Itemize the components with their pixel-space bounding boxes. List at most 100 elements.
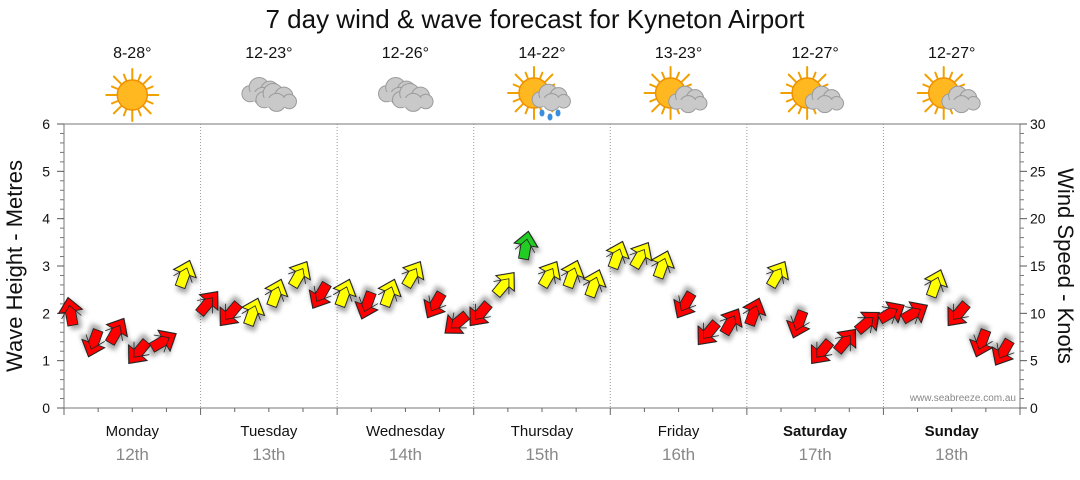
sun-ray xyxy=(514,103,524,113)
wind-arrow-chevron xyxy=(969,334,993,358)
wind-arrow xyxy=(719,308,743,337)
wind-arrow xyxy=(853,311,880,336)
sun-ray xyxy=(110,85,119,90)
sun-ray xyxy=(512,98,521,103)
wind-arrow-shape xyxy=(148,329,177,353)
day-name-label: Saturday xyxy=(783,423,848,440)
day-date-label: 15th xyxy=(525,445,558,464)
wind-arrow xyxy=(401,260,425,290)
wind-arrow-chevron xyxy=(241,297,265,321)
day-temp-range: 12-27° xyxy=(791,45,838,62)
wind-arrow xyxy=(899,301,929,325)
wind-arrow xyxy=(697,319,721,346)
cloud-base xyxy=(807,99,841,109)
wind-arrow xyxy=(172,259,198,290)
wind-arrow-chevron xyxy=(857,311,880,334)
wind-arrow-shape xyxy=(377,278,402,309)
wind-arrow-chevron xyxy=(264,278,289,302)
wind-arrow xyxy=(354,290,379,320)
cloud-shape xyxy=(668,85,708,114)
plot-frame xyxy=(63,123,1021,409)
sun-ray xyxy=(137,73,142,82)
wind-arrow xyxy=(947,300,971,327)
wind-arrow-shape xyxy=(512,230,539,261)
day-date-label: 18th xyxy=(935,445,968,464)
cloud-shape xyxy=(941,85,981,114)
wind-arrow-chevron xyxy=(561,259,585,283)
sun-ray xyxy=(112,105,122,115)
sun-ray xyxy=(649,98,657,103)
sun-ray xyxy=(539,71,544,80)
wind-arrow-shape xyxy=(968,328,994,358)
wind-arrow xyxy=(629,241,653,271)
wind-arrow-chevron xyxy=(606,240,630,264)
wind-arrow xyxy=(785,309,811,339)
wind-arrow xyxy=(57,296,84,327)
sun-ray xyxy=(954,73,964,83)
wind-arrow xyxy=(765,260,789,290)
wind-arrow-shape xyxy=(172,259,198,290)
wind-arrow-chevron xyxy=(401,261,425,285)
day-column: 13-23° Friday 16th xyxy=(643,45,708,464)
sun-ray xyxy=(812,71,817,80)
wind-arrow-shape xyxy=(741,297,767,327)
wind-arrow xyxy=(811,338,835,365)
sun-ray xyxy=(649,83,657,88)
cloud-shape xyxy=(255,83,297,112)
sun-ray xyxy=(524,106,529,115)
sun-ray xyxy=(524,71,529,80)
sun-ray xyxy=(924,73,934,83)
right-tick-label: 15 xyxy=(1030,258,1046,274)
sun-ray xyxy=(122,73,128,82)
wind-arrow-chevron xyxy=(742,297,767,321)
sun-ray xyxy=(142,105,152,115)
wind-arrow-shape xyxy=(128,338,152,365)
right-tick-label: 5 xyxy=(1030,353,1038,369)
cloud-base xyxy=(258,97,293,107)
day-column: 14-22° Thursday 15th xyxy=(507,45,574,464)
rain-drop xyxy=(555,109,561,117)
sun-ray xyxy=(110,100,119,105)
sun-ray xyxy=(948,71,954,80)
cloud-shape xyxy=(392,83,434,112)
wind-arrow-shape xyxy=(423,290,447,319)
left-tick-label: 6 xyxy=(42,116,50,132)
wind-arrow-chevron xyxy=(493,272,515,295)
sun-ray xyxy=(651,73,661,83)
wind-arrow-chevron xyxy=(378,278,402,302)
sun-ray xyxy=(785,98,794,103)
day-date-label: 16th xyxy=(662,445,695,464)
wind-arrow xyxy=(308,280,332,309)
sun-ray xyxy=(146,85,154,90)
right-tick-label: 10 xyxy=(1030,305,1046,321)
wind-arrow xyxy=(469,300,493,327)
sun-ray xyxy=(922,83,930,88)
wind-arrow-chevron xyxy=(673,295,697,319)
wind-arrow-chevron xyxy=(651,250,675,274)
sun-cloud-rain-icon xyxy=(507,66,571,121)
wind-arrow xyxy=(537,260,561,290)
wind-arrow xyxy=(81,328,106,358)
wind-arrow-shape xyxy=(673,290,697,319)
sun-ray xyxy=(924,103,934,113)
wind-arrow-chevron xyxy=(197,291,219,314)
left-tick-label: 2 xyxy=(42,305,50,321)
wind-arrow-chevron xyxy=(538,261,561,285)
wind-arrow-chevron xyxy=(128,341,150,364)
wind-arrow-chevron xyxy=(309,285,332,309)
wind-arrow-shape xyxy=(811,338,835,365)
wind-arrow xyxy=(240,297,266,327)
rain-drop xyxy=(547,113,553,121)
wind-arrow xyxy=(582,269,607,299)
wind-arrow xyxy=(923,269,949,299)
wind-arrow-chevron xyxy=(444,312,467,334)
wind-arrow-chevron xyxy=(469,303,491,327)
wind-arrow-shape xyxy=(287,260,311,290)
cloudy-icon xyxy=(378,77,434,112)
wind-arrow xyxy=(332,278,357,309)
wind-arrow xyxy=(263,278,289,309)
sun-ray xyxy=(651,103,661,113)
wind-arrow xyxy=(832,328,857,355)
sun-ray xyxy=(934,71,939,80)
